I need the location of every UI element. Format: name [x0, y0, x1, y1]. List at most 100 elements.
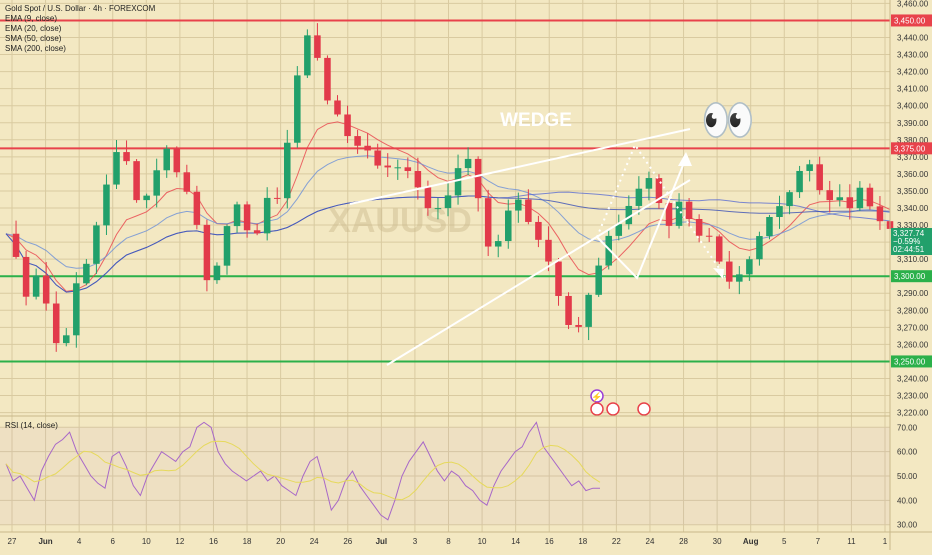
wedge-lower-line[interactable]: [386, 179, 691, 366]
candle-body: [444, 195, 452, 209]
candle-body: [394, 167, 402, 169]
candle-body: [655, 178, 663, 204]
us-flag-event-icon[interactable]: [590, 402, 604, 416]
time-tick-label: 24: [310, 537, 319, 546]
time-tick-label: 18: [243, 537, 252, 546]
candle-body: [73, 283, 80, 336]
time-axis[interactable]: 27 Jun 4 6 10 12 16 18 20 24 26 Jul 3 8 10 14 16 18 22 24 28…: [8, 537, 888, 546]
candlestick-series: [12, 23, 894, 352]
flash-glyph: ⚡: [591, 391, 602, 403]
candle-body: [645, 178, 653, 189]
us-flag-event-icon[interactable]: [606, 402, 620, 416]
candle-body: [153, 170, 160, 196]
candle-body: [243, 204, 251, 231]
candle-body: [555, 261, 562, 296]
price-axis-tags: 3,450.00 3,375.00 3,300.00 3,250.00: [891, 14, 932, 368]
candle-body: [484, 198, 492, 247]
candle-body: [736, 274, 743, 282]
rsi-tick-label: 40.00: [897, 496, 918, 505]
candle-body: [665, 203, 673, 226]
candle-body: [334, 100, 341, 115]
candle-body: [856, 187, 864, 209]
candle-body: [685, 201, 693, 219]
candle-body: [836, 197, 844, 201]
candle-body: [746, 259, 753, 275]
candle-body: [173, 148, 181, 173]
candle-body: [93, 225, 100, 264]
bullish-arrowhead: [678, 152, 692, 166]
support-level-tag: [891, 355, 932, 368]
time-tick-label: Jul: [376, 537, 388, 546]
resistance-level-tag: [891, 14, 932, 27]
candle-body: [796, 170, 803, 193]
candle-body: [866, 187, 874, 207]
candle-body: [133, 161, 140, 201]
candle-body: [113, 152, 120, 185]
candle-body: [545, 239, 552, 262]
candle-body: [354, 136, 361, 146]
candle-body: [826, 190, 833, 201]
resistance-level-label: 3,450.00: [894, 16, 926, 25]
price-tick-label: 3,440.00: [897, 34, 929, 43]
time-tick-label: 28: [679, 537, 688, 546]
economic-event-icons[interactable]: ⚡: [590, 389, 651, 416]
price-tick-label: 3,310.00: [897, 255, 929, 264]
rsi-smoothing-line: [5, 440, 601, 501]
time-tick-label: 20: [276, 537, 285, 546]
price-tick-label: 3,330.00: [897, 221, 929, 230]
candle-body: [63, 335, 70, 344]
candle-body: [615, 224, 623, 236]
price-tick-label: 3,240.00: [897, 374, 929, 383]
ema20-line: [5, 155, 891, 269]
indicator-sma200-label[interactable]: SMA (200, close): [5, 44, 66, 53]
price-axis[interactable]: 3,460.00 3,440.00 3,430.00 3,420.00 3,410.00…: [897, 0, 929, 530]
rsi-title[interactable]: RSI (14, close): [5, 421, 58, 430]
time-tick-label: 24: [646, 537, 655, 546]
time-tick-label: 3: [413, 537, 418, 546]
price-tick-label: 3,410.00: [897, 85, 929, 94]
wedge-drawing[interactable]: WEDGE 👀: [349, 96, 755, 366]
bearish-arrowhead: [713, 268, 724, 279]
symbol-title[interactable]: Gold Spot / U.S. Dollar · 4h · FOREXCOM: [5, 4, 156, 13]
indicator-ema9-label[interactable]: EMA (9, close): [5, 14, 57, 23]
candle-body: [193, 191, 201, 225]
chart-legend[interactable]: Gold Spot / U.S. Dollar · 4h · FOREXCOM …: [5, 4, 156, 430]
indicator-sma50-label[interactable]: SMA (50, close): [5, 34, 62, 43]
last-price: 3,327.74: [893, 229, 925, 238]
time-tick-label: 30: [713, 537, 722, 546]
candle-body: [32, 275, 40, 297]
candle-body: [344, 114, 351, 137]
candle-body: [675, 201, 683, 226]
time-tick-label: 1: [883, 537, 888, 546]
candle-body: [525, 199, 532, 222]
candle-body: [103, 184, 110, 226]
price-tick-label: 3,230.00: [897, 392, 929, 401]
candle-body: [12, 233, 20, 257]
us-flag-event-icon[interactable]: [637, 402, 651, 416]
candle-body: [233, 204, 241, 227]
time-tick-label: 6: [111, 537, 116, 546]
bullish-projection-path[interactable]: [596, 157, 687, 280]
candle-body: [263, 197, 271, 234]
candle-body: [635, 188, 643, 206]
price-tick-label: 3,460.00: [897, 0, 929, 8]
flash-event-icon[interactable]: [590, 389, 604, 403]
price-tick-label: 3,380.00: [897, 136, 929, 145]
time-tick-label: 27: [8, 537, 17, 546]
candle-body: [414, 171, 422, 188]
candle-body: [52, 303, 60, 344]
candle-body: [515, 199, 522, 211]
candle-body: [424, 187, 432, 209]
wedge-upper-line[interactable]: [349, 128, 691, 205]
candle-body: [806, 164, 813, 171]
time-tick-label: 10: [142, 537, 151, 546]
support-level-label: 3,300.00: [894, 272, 926, 281]
indicator-ema20-label[interactable]: EMA (20, close): [5, 24, 62, 33]
price-tick-label: 3,340.00: [897, 204, 929, 213]
candle-body: [776, 206, 783, 217]
time-tick-label: Aug: [743, 537, 759, 546]
last-price-tag-bg: [891, 228, 932, 255]
time-tick-label: 5: [782, 537, 787, 546]
